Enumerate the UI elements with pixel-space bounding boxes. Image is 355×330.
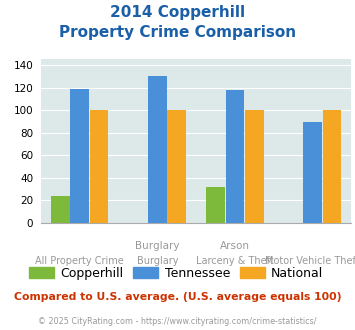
Bar [70,89,89,223]
Bar [303,122,322,223]
Bar [206,187,225,223]
Bar [148,76,166,223]
Text: 2014 Copperhill: 2014 Copperhill [110,5,245,20]
Bar [245,110,264,223]
Bar [168,110,186,223]
Text: Burglary: Burglary [137,256,178,266]
Text: Arson: Arson [220,241,250,251]
Text: Property Crime Comparison: Property Crime Comparison [59,25,296,40]
Text: Compared to U.S. average. (U.S. average equals 100): Compared to U.S. average. (U.S. average … [14,292,341,302]
Text: Motor Vehicle Theft: Motor Vehicle Theft [265,256,355,266]
Bar [51,196,70,223]
Bar [90,110,108,223]
Text: All Property Crime: All Property Crime [35,256,124,266]
Text: Larceny & Theft: Larceny & Theft [196,256,274,266]
Bar [323,110,342,223]
Text: © 2025 CityRating.com - https://www.cityrating.com/crime-statistics/: © 2025 CityRating.com - https://www.city… [38,317,317,326]
Legend: Copperhill, Tennessee, National: Copperhill, Tennessee, National [24,262,328,285]
Bar [226,90,244,223]
Text: Burglary: Burglary [135,241,180,251]
